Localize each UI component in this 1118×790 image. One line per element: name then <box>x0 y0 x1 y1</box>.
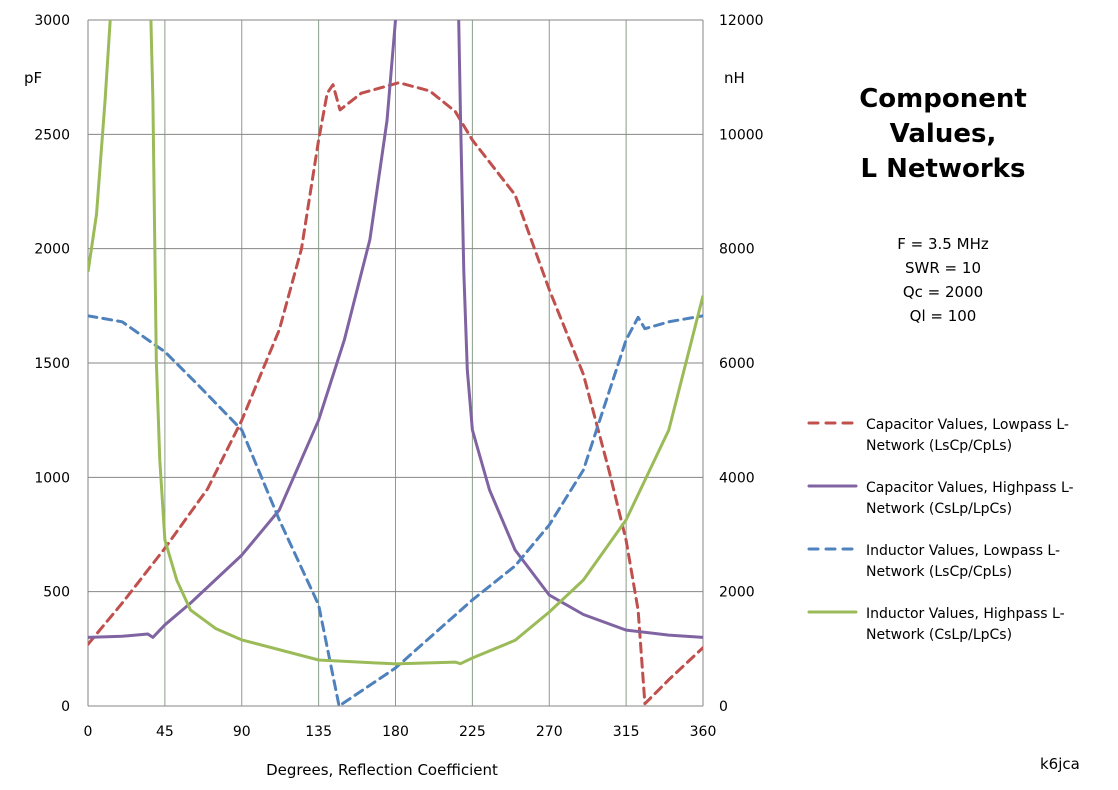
legend-swatch <box>806 415 858 431</box>
y-right-tick-label: 12000 <box>719 13 764 29</box>
x-tick-label: 315 <box>613 724 640 740</box>
y-left-tick-label: 1500 <box>34 356 70 372</box>
tick-labels: 0 45 90 135 180 225 270 315 36005001000150020002… <box>34 13 763 740</box>
param-qc: Qc = 2000 <box>902 283 984 301</box>
y-right-tick-label: 8000 <box>719 242 755 258</box>
x-tick-label: 90 <box>233 724 251 740</box>
left-axis-label: pF <box>24 69 42 87</box>
y-left-tick-label: 500 <box>43 585 70 601</box>
legend-label-line: Network (LsCp/CpLs) <box>866 564 1013 580</box>
y-right-tick-label: 10000 <box>719 127 764 143</box>
legend-label: Inductor Values, Highpass L- Network (CsL… <box>866 604 1065 646</box>
gridlines <box>87 19 704 707</box>
legend-item: Capacitor Values, Highpass L- Network (Cs… <box>806 478 1106 520</box>
y-right-tick-label: 6000 <box>719 356 755 372</box>
legend-swatch <box>806 541 858 557</box>
x-tick-label: 270 <box>536 724 563 740</box>
title-line: Component <box>859 84 1027 114</box>
legend-label: Inductor Values, Lowpass L- Network (LsCp… <box>866 541 1060 583</box>
legend-item: Capacitor Values, Lowpass L- Network (LsC… <box>806 415 1106 457</box>
title-line: L Networks <box>860 154 1026 184</box>
y-right-tick-label: 4000 <box>719 470 755 486</box>
param-swr: SWR = 10 <box>905 259 981 277</box>
y-right-tick-label: 2000 <box>719 585 755 601</box>
series-layer <box>88 20 703 706</box>
legend-label-line: Inductor Values, Lowpass L- <box>866 543 1061 559</box>
y-left-tick-label: 2500 <box>34 127 70 143</box>
legend-label-line: Network (CsLp/LpCs) <box>866 627 1013 643</box>
title-line: Values, <box>889 119 997 149</box>
x-tick-label: 225 <box>459 724 486 740</box>
legend-item: Inductor Values, Lowpass L- Network (LsCp… <box>806 541 1106 583</box>
y-right-tick-label: 0 <box>719 699 728 715</box>
series-line-1 <box>88 20 703 639</box>
x-axis-label: Degrees, Reflection Coefficient <box>266 761 498 779</box>
legend-label-line: Inductor Values, Highpass L- <box>866 606 1065 622</box>
x-tick-label: 0 <box>84 724 93 740</box>
legend-label-line: Network (CsLp/LpCs) <box>866 501 1013 517</box>
series-line-3 <box>88 20 703 666</box>
chart-title: Component Values, L Networks <box>820 82 1066 187</box>
y-left-tick-label: 2000 <box>34 242 70 258</box>
y-left-tick-label: 3000 <box>34 13 70 29</box>
y-left-tick-label: 0 <box>61 699 70 715</box>
param-ql: Ql = 100 <box>909 307 977 325</box>
legend-label-line: Capacitor Values, Lowpass L- <box>866 417 1069 433</box>
y-left-tick-label: 1000 <box>34 470 70 486</box>
parameters: F = 3.5 MHz SWR = 10 Qc = 2000 Ql = 100 <box>820 232 1066 328</box>
credit: k6jca <box>1040 755 1080 773</box>
legend-label-line: Network (LsCp/CpLs) <box>866 438 1013 454</box>
x-tick-label: 45 <box>156 724 174 740</box>
series-line-2 <box>88 314 703 706</box>
x-tick-label: 135 <box>305 724 332 740</box>
param-frequency: F = 3.5 MHz <box>897 235 989 253</box>
legend: Capacitor Values, Lowpass L- Network (LsC… <box>806 415 1106 667</box>
legend-label-line: Capacitor Values, Highpass L- <box>866 480 1074 496</box>
legend-item: Inductor Values, Highpass L- Network (CsL… <box>806 604 1106 646</box>
right-axis-label: nH <box>724 69 745 87</box>
legend-swatch <box>806 478 858 494</box>
series-line-0 <box>88 81 703 706</box>
x-tick-label: 180 <box>382 724 409 740</box>
legend-swatch <box>806 604 858 620</box>
x-tick-label: 360 <box>690 724 717 740</box>
legend-label: Capacitor Values, Highpass L- Network (Cs… <box>866 478 1074 520</box>
legend-label: Capacitor Values, Lowpass L- Network (LsC… <box>866 415 1069 457</box>
